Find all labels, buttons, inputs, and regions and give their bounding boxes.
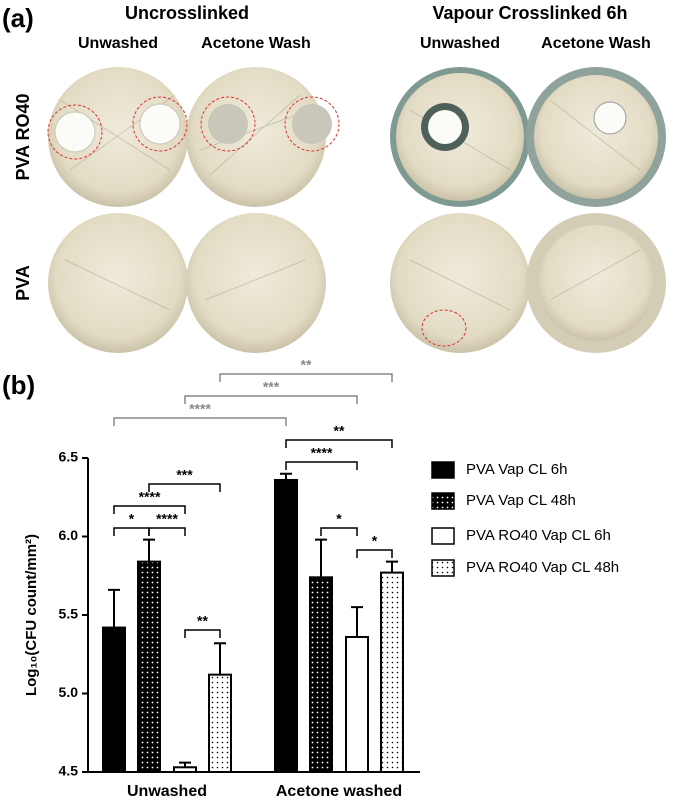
significance-bracket [113, 505, 186, 514]
y-tick-label: 5.5 [59, 606, 79, 622]
significance-bracket [285, 439, 393, 448]
significance-label: *** [263, 379, 280, 395]
x-tick-label: Unwashed [127, 783, 207, 800]
significance-label: ** [301, 357, 312, 373]
significance-bracket [285, 461, 358, 470]
significance-label: * [372, 533, 378, 549]
legend-label: PVA Vap CL 6h [466, 461, 567, 478]
bar [208, 673, 232, 773]
significance-label: ** [334, 423, 345, 439]
bar [345, 635, 369, 773]
legend-swatch [431, 492, 455, 510]
petri-dishes [47, 67, 666, 353]
group-header: Uncrosslinked [125, 3, 249, 23]
significance-label: **** [156, 511, 178, 527]
error-bar [280, 472, 292, 480]
panel-label: (b) [2, 370, 35, 400]
significance-bracket [148, 483, 221, 492]
error-bar [108, 588, 120, 628]
group-header: Vapour Crosslinked 6h [432, 3, 627, 23]
legend-swatch [431, 527, 455, 545]
y-tick-label: 6.0 [59, 527, 79, 543]
legend-label: PVA RO40 Vap CL 6h [466, 527, 611, 544]
significance-label: **** [189, 401, 211, 417]
y-tick-label: 5.0 [59, 684, 79, 700]
error-bar [315, 538, 327, 578]
error-bar [351, 606, 363, 637]
significance-label: **** [139, 489, 161, 505]
column-header: Unwashed [420, 35, 500, 52]
error-bar [386, 560, 398, 573]
error-bar [179, 761, 191, 768]
legend-swatch [431, 461, 455, 479]
significance-bracket [219, 373, 393, 382]
y-axis-label: Log₁₀(CFU count/mm²) [23, 534, 40, 696]
significance-bracket [184, 629, 221, 638]
significance-label: * [336, 511, 342, 527]
bar [274, 478, 298, 773]
significance-label: *** [176, 467, 193, 483]
significance-bracket [148, 527, 186, 536]
y-tick-label: 4.5 [59, 763, 79, 779]
legend-label: PVA Vap CL 48h [466, 492, 576, 509]
column-header: Acetone Wash [541, 35, 651, 52]
column-header: Acetone Wash [201, 35, 311, 52]
column-header: Unwashed [78, 35, 158, 52]
bar [102, 626, 126, 773]
bar [137, 560, 161, 773]
bar [173, 766, 197, 773]
significance-bracket [184, 395, 358, 404]
bar [380, 571, 404, 773]
legend-swatch [431, 559, 455, 577]
significance-label: ** [197, 613, 208, 629]
significance-bracket [320, 527, 358, 536]
bar [309, 576, 333, 773]
significance-label: * [129, 511, 135, 527]
legend-label: PVA RO40 Vap CL 48h [466, 559, 619, 576]
row-label: PVA RO40 [13, 93, 33, 180]
error-bar [214, 642, 226, 675]
error-bar [143, 538, 155, 562]
y-tick-label: 6.5 [59, 449, 79, 465]
significance-label: **** [311, 445, 333, 461]
significance-bracket [113, 417, 287, 426]
row-label: PVA [13, 265, 33, 301]
significance-bracket [356, 549, 393, 558]
significance-bracket [113, 527, 150, 536]
panel-label: (a) [2, 3, 34, 33]
x-tick-label: Acetone washed [276, 783, 402, 800]
